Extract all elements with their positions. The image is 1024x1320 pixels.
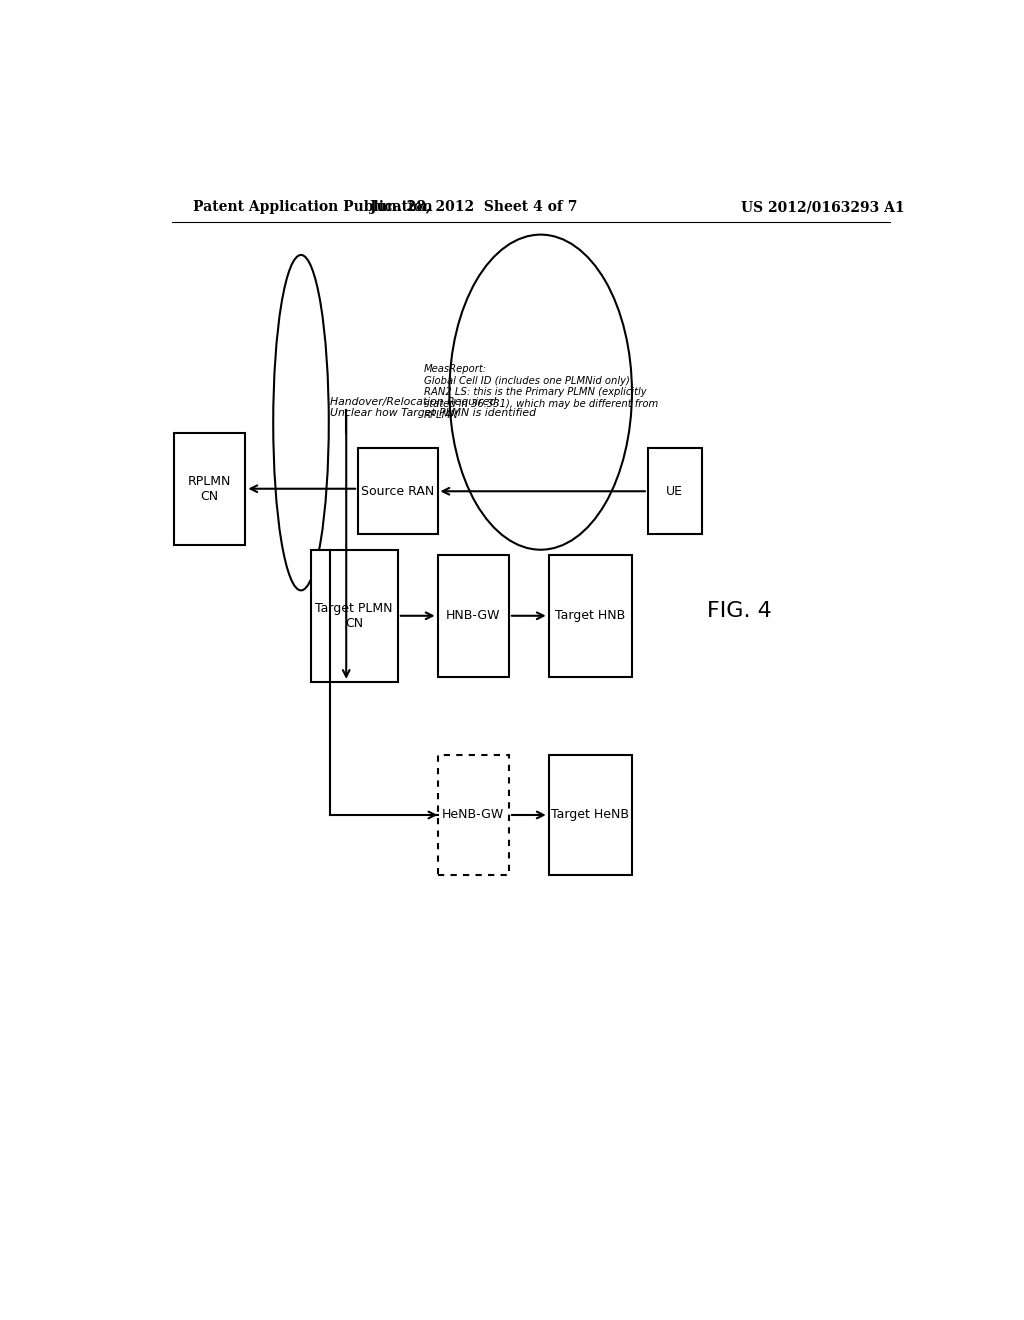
Text: US 2012/0163293 A1: US 2012/0163293 A1 [740, 201, 904, 214]
Bar [310, 549, 398, 682]
Text: Target PLMN
CN: Target PLMN CN [315, 602, 393, 630]
Bar [437, 755, 509, 875]
Text: Handover/Relocation Required:
Unclear how Target PLMN is identified: Handover/Relocation Required: Unclear ho… [331, 396, 537, 418]
Text: Jun. 28, 2012  Sheet 4 of 7: Jun. 28, 2012 Sheet 4 of 7 [370, 201, 577, 214]
Text: Patent Application Publication: Patent Application Publication [194, 201, 433, 214]
Ellipse shape [450, 235, 632, 549]
Text: MeasReport:
Global Cell ID (includes one PLMNid only)
RAN2 LS: this is the Prima: MeasReport: Global Cell ID (includes one… [424, 364, 657, 420]
Bar [549, 554, 632, 677]
Text: RPLMN
CN: RPLMN CN [188, 475, 231, 503]
Ellipse shape [273, 255, 329, 590]
Text: HNB-GW: HNB-GW [446, 610, 501, 622]
Text: HeNB-GW: HeNB-GW [442, 808, 505, 821]
Text: UE: UE [667, 484, 683, 498]
Text: Source RAN: Source RAN [361, 484, 434, 498]
Text: Target HeNB: Target HeNB [551, 808, 630, 821]
Text: Target HNB: Target HNB [555, 610, 626, 622]
Bar [549, 755, 632, 875]
Bar [648, 447, 701, 535]
Bar [174, 433, 246, 545]
Text: FIG. 4: FIG. 4 [708, 601, 772, 620]
Bar [358, 447, 437, 535]
Bar [437, 554, 509, 677]
